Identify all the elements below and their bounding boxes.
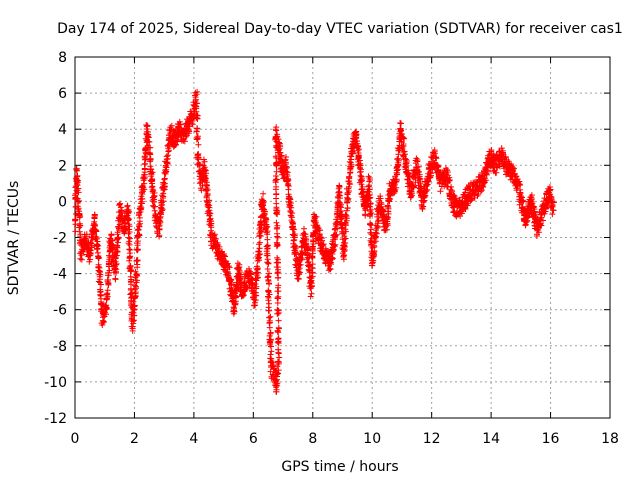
x-axis-ticks: 0 2 4 6 8 10 12 14 16 18 [71,57,619,447]
x-tick-label: 16 [542,431,560,447]
y-tick-label: -12 [44,411,67,427]
y-tick-label: -4 [53,267,67,283]
y-tick-label: -6 [53,303,67,319]
chart-title: Day 174 of 2025, Sidereal Day-to-day VTE… [57,21,623,37]
x-tick-label: 10 [363,431,381,447]
y-axis-ticks: -12 -10 -8 -6 -4 -2 0 2 4 6 8 [44,50,610,427]
x-axis-label: GPS time / hours [281,459,398,475]
x-tick-label: 2 [130,431,139,447]
data-points [72,88,557,395]
x-tick-label: 12 [423,431,441,447]
y-tick-label: -2 [53,231,67,247]
y-tick-label: -8 [53,339,67,355]
y-tick-label: 6 [58,86,67,102]
y-tick-label: 2 [58,158,67,174]
data-point-markers [72,88,557,395]
y-tick-label: 8 [58,50,67,66]
y-axis-label: SDTVAR / TECUs [6,181,22,296]
x-tick-label: 8 [308,431,317,447]
y-tick-label: 0 [58,194,67,210]
x-tick-label: 14 [482,431,500,447]
y-tick-label: -10 [44,375,67,391]
x-tick-label: 4 [189,431,198,447]
x-tick-label: 0 [71,431,80,447]
x-tick-label: 6 [249,431,258,447]
x-tick-label: 18 [601,431,619,447]
y-tick-label: 4 [58,122,67,138]
